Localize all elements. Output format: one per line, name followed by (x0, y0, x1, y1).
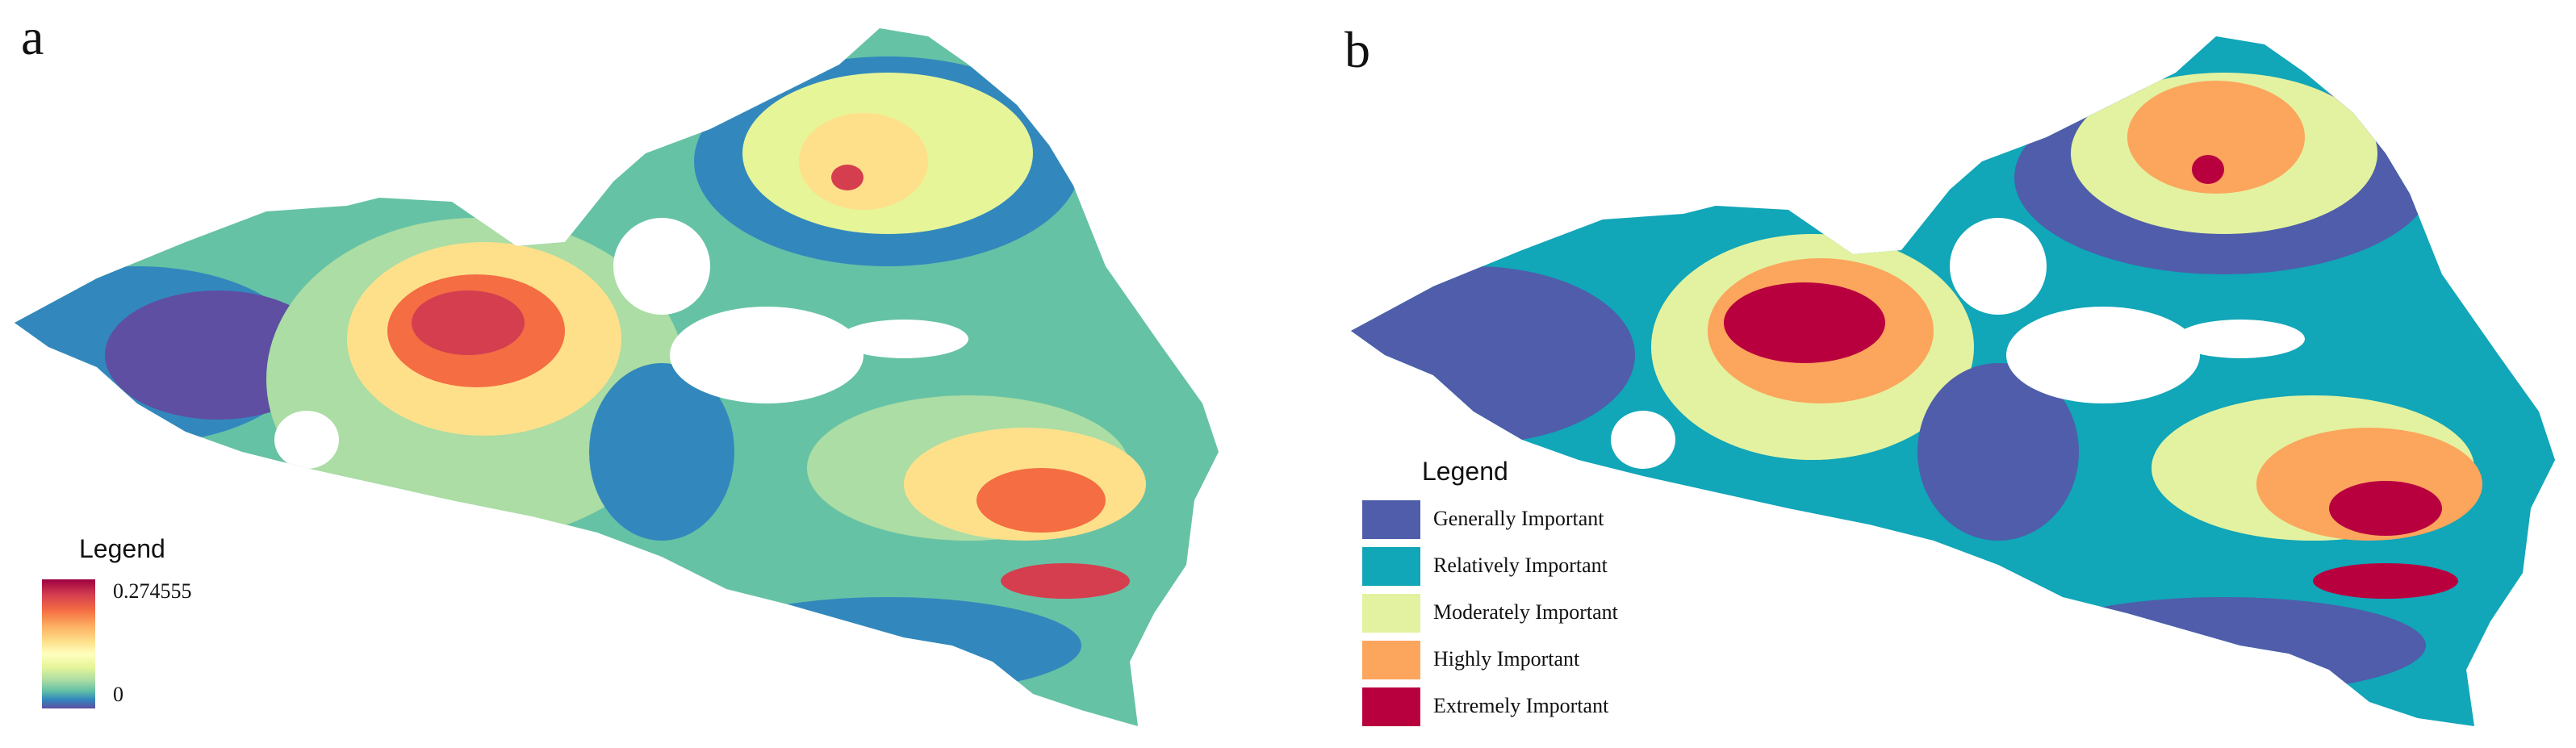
continuous-map (15, 28, 1219, 726)
legend-swatch (1362, 547, 1420, 586)
legend-label: Highly Important (1433, 647, 1580, 671)
legend-min-label: 0 (113, 683, 123, 706)
legend-label: Moderately Important (1433, 600, 1618, 624)
legend-swatch (1362, 594, 1420, 633)
legend-label: Generally Important (1433, 507, 1604, 530)
legend-label: Extremely Important (1433, 694, 1609, 717)
panel-label-a: a (21, 8, 44, 65)
panel-a: a (15, 8, 1219, 726)
legend-title-b: Legend (1422, 457, 1508, 486)
legend-label: Relatively Important (1433, 554, 1608, 577)
panel-b: b Legend (1288, 0, 2576, 748)
legend-swatch (1362, 500, 1420, 539)
legend-max-label: 0.274555 (113, 579, 192, 603)
legend-swatch (1362, 641, 1420, 679)
map-a-fill (15, 28, 1219, 726)
panel-label-b: b (1344, 21, 1370, 78)
classified-map (1351, 36, 2555, 726)
legend-color-ramp (42, 579, 95, 708)
legend-swatch (1362, 687, 1420, 726)
map-b-fill (1351, 36, 2555, 726)
legend-title-a: Legend (79, 534, 165, 563)
